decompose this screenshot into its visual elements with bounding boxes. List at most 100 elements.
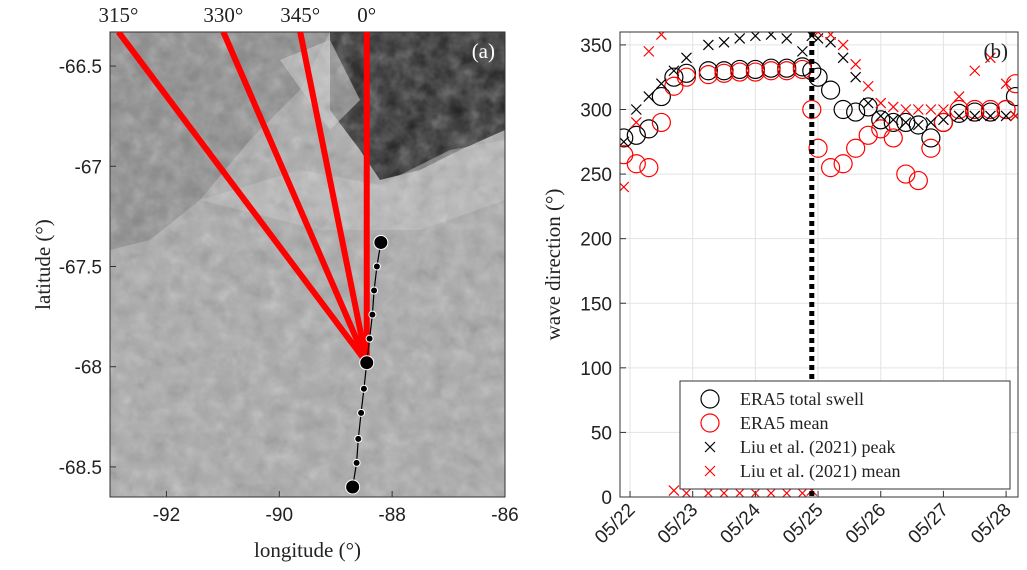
y-tick-label: -67: [75, 157, 102, 178]
data-point: [875, 97, 887, 109]
x-tick-label: 05/22: [591, 500, 639, 548]
data-point: [820, 158, 841, 178]
data-point: [630, 116, 642, 128]
data-point: [808, 67, 828, 87]
legend-marker: [704, 441, 716, 453]
y-tick-label: -66.5: [59, 57, 102, 78]
x-tick-label: 05/27: [904, 500, 952, 548]
data-point: [765, 32, 777, 41]
track-point: [352, 458, 361, 467]
data-point: [883, 128, 903, 148]
y-tick-label: -68.5: [59, 458, 102, 479]
x-tick-label: -86: [491, 505, 518, 526]
data-point: [937, 114, 949, 126]
legend-label: ERA5 mean: [740, 413, 828, 433]
data-point: [714, 63, 734, 83]
data-point: [871, 119, 891, 139]
data-point: [825, 36, 837, 48]
data-point: [896, 164, 916, 184]
panel-annotation: (b): [984, 39, 1009, 63]
data-point: [900, 116, 912, 128]
data-point: [802, 99, 822, 120]
track-point: [370, 286, 379, 295]
y-tick-label: 100: [580, 359, 612, 380]
panel-a: -66.5 -67 -67.5 -68 -68.5 -92 -90 -88 -86 longitu…: [31, 3, 519, 562]
data-point: [996, 99, 1016, 120]
x-tick-label: -88: [378, 505, 405, 526]
x-tick-label: -90: [266, 505, 293, 526]
data-point: [862, 97, 874, 109]
track-point: [373, 234, 389, 250]
data-point: [825, 32, 837, 41]
data-point: [668, 65, 680, 77]
data-point: [846, 138, 866, 158]
data-point: [702, 487, 714, 497]
ray-label: 345°: [280, 3, 320, 27]
data-point: [664, 67, 684, 87]
data-point: [643, 91, 655, 103]
data-point: [921, 138, 941, 158]
x-tick-label: -92: [153, 505, 180, 526]
y-tick-label: 0: [601, 488, 612, 509]
legend-marker: [704, 465, 716, 477]
data-point: [664, 76, 684, 96]
data-point: [681, 52, 692, 64]
data-point: [796, 45, 808, 57]
data-point: [718, 487, 730, 497]
data-point: [912, 104, 924, 115]
panel-annotation: (a): [472, 39, 495, 63]
data-point: [875, 110, 887, 122]
data-point: [777, 61, 797, 81]
data-point: [1010, 110, 1018, 122]
y-tick-label: 350: [580, 36, 612, 57]
data-point: [850, 71, 862, 83]
data-point: [953, 91, 965, 103]
data-point: [1005, 86, 1018, 107]
data-point: [1000, 78, 1012, 90]
y-axis-label: wave direction (°): [541, 189, 565, 341]
data-point: [655, 32, 667, 41]
track-point: [357, 408, 366, 417]
data-point: [681, 487, 692, 497]
legend: ERA5 total swell ERA5 mean Liu et al. (202…: [679, 380, 1011, 490]
data-point: [765, 487, 777, 497]
x-tick-label: 05/26: [842, 500, 890, 548]
data-point: [630, 104, 642, 115]
track-point: [368, 310, 377, 319]
data-point: [837, 39, 849, 51]
data-point: [702, 39, 714, 51]
data-point: [862, 80, 874, 92]
y-tick-label: 150: [580, 294, 612, 315]
y-tick-label: 300: [580, 101, 612, 122]
data-point: [730, 62, 750, 82]
y-tick-label: 200: [580, 230, 612, 251]
data-point: [676, 63, 697, 83]
data-point: [668, 485, 680, 496]
data-point: [781, 33, 793, 44]
data-point: [937, 104, 949, 115]
data-point: [761, 61, 781, 81]
legend-marker: [700, 413, 720, 433]
data-point: [651, 86, 671, 107]
data-point: [698, 61, 718, 81]
data-point: [850, 58, 862, 70]
data-point: [796, 487, 808, 497]
data-point: [808, 138, 828, 158]
data-point: [896, 112, 916, 133]
data-point: [820, 80, 841, 100]
data-point: [837, 52, 849, 64]
data-point: [734, 487, 746, 497]
data-point: [925, 116, 937, 128]
y-axis-label: latitude (°): [31, 219, 55, 310]
data-point: [949, 99, 969, 120]
data-point: [812, 32, 824, 38]
data-point: [781, 487, 793, 497]
y-tick-label: 50: [591, 423, 612, 444]
panel-b: 0 50 100 150 200 250 300 350 05/22 05/23 05/24 05/2…: [541, 31, 1019, 548]
data-point: [887, 101, 899, 113]
data-point: [718, 36, 730, 48]
x-tick-label: 05/24: [716, 499, 765, 548]
legend-box: [679, 380, 1011, 490]
data-point: [887, 114, 899, 126]
data-point: [698, 65, 718, 85]
